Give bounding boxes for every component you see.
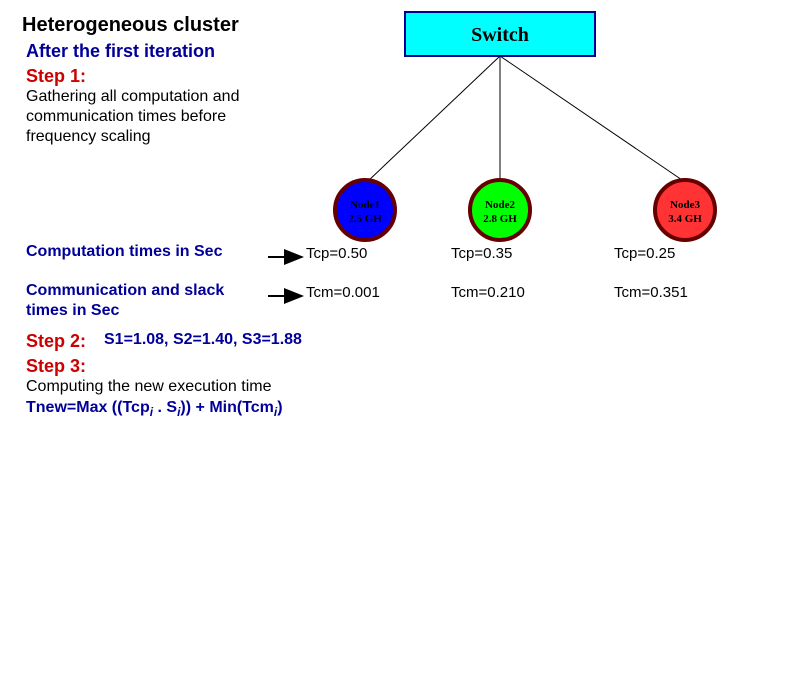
page-title: Heterogeneous cluster	[22, 14, 239, 37]
computation-label: Computation times in Sec	[26, 243, 222, 261]
svg-text:Node2: Node2	[485, 199, 515, 211]
svg-text:2.8 GH: 2.8 GH	[483, 213, 517, 225]
tcm-1: Tcm=0.210	[451, 284, 525, 301]
tcp-2: Tcp=0.25	[614, 245, 675, 262]
tcm-0: Tcm=0.001	[306, 284, 380, 301]
step3-desc: Computing the new execution time	[26, 378, 271, 396]
tcp-1: Tcp=0.35	[451, 245, 512, 262]
step1-text-3: frequency scaling	[26, 128, 151, 146]
step1-label: Step 1:	[26, 66, 86, 87]
communication-label-2: times in Sec	[26, 302, 119, 320]
svg-text:2.5 GH: 2.5 GH	[348, 213, 382, 225]
svg-text:3.4 GH: 3.4 GH	[668, 213, 702, 225]
step3-label: Step 3:	[26, 356, 86, 377]
step2-label: Step 2:	[26, 331, 86, 352]
svg-text:Node3: Node3	[670, 199, 700, 211]
step1-text-2: communication times before	[26, 108, 226, 126]
tcm-2: Tcm=0.351	[614, 284, 688, 301]
communication-label-1: Communication and slack	[26, 282, 224, 300]
step2-values: S1=1.08, S2=1.40, S3=1.88	[104, 331, 302, 349]
tnew-formula: Tnew=Max ((Tcpi . Si)) + Min(Tcmi)	[26, 399, 283, 419]
after-line: After the first iteration	[26, 41, 215, 62]
tcp-0: Tcp=0.50	[306, 245, 367, 262]
step1-text-1: Gathering all computation and	[26, 88, 239, 106]
svg-text:Node1: Node1	[350, 199, 380, 211]
svg-text:Switch: Switch	[471, 24, 529, 46]
